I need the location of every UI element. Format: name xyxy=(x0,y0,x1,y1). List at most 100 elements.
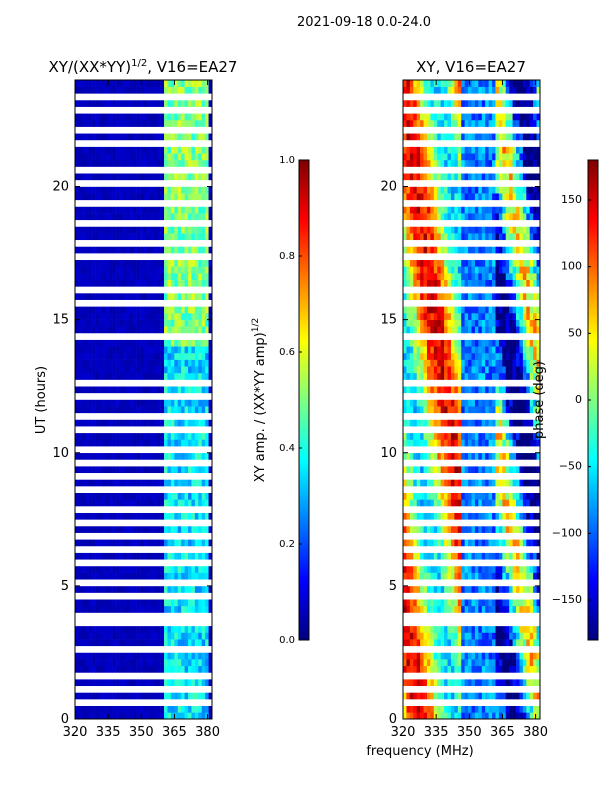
heatmap-cell xyxy=(536,699,541,706)
heatmap-cell xyxy=(75,426,79,434)
heatmap-cell xyxy=(505,605,510,613)
heatmap-cell xyxy=(191,166,196,174)
heatmap-cell xyxy=(116,119,120,127)
heatmap-cell xyxy=(85,419,89,427)
heatmap-cell xyxy=(505,639,510,647)
heatmap-cell xyxy=(208,459,213,467)
heatmap-cell xyxy=(136,406,141,414)
heatmap-cell xyxy=(75,572,79,580)
heatmap-cell xyxy=(536,619,541,627)
heatmap-cell xyxy=(505,572,510,580)
heatmap-cell xyxy=(502,585,507,593)
heatmap-cell xyxy=(88,512,93,520)
heatmap-cell xyxy=(153,492,158,500)
heatmap-cell xyxy=(105,619,110,627)
heatmap-cell xyxy=(85,499,89,507)
heatmap-cell xyxy=(92,406,96,414)
heatmap-cell xyxy=(81,293,86,300)
heatmap-cell xyxy=(208,506,213,513)
heatmap-cell xyxy=(112,193,117,201)
heatmap-cell xyxy=(92,266,96,274)
heatmap-cell xyxy=(208,366,213,374)
heatmap-cell xyxy=(150,173,155,181)
heatmap-cell xyxy=(105,599,110,607)
heatmap-cell xyxy=(522,579,527,587)
heatmap-cell xyxy=(153,459,158,467)
heatmap-cell xyxy=(85,592,89,600)
heatmap-cell xyxy=(471,605,476,613)
heatmap-cell xyxy=(81,499,86,507)
heatmap-cell xyxy=(109,659,113,667)
heatmap-cell xyxy=(119,99,124,107)
heatmap-cell xyxy=(157,652,161,660)
heatmap-cell xyxy=(174,479,179,487)
heatmap-cell xyxy=(150,233,155,241)
heatmap-cell xyxy=(522,545,527,553)
heatmap-cell xyxy=(181,426,185,434)
heatmap-cell xyxy=(188,619,192,627)
heatmap-cell xyxy=(129,193,134,201)
heatmap-cell xyxy=(205,206,209,214)
heatmap-cell xyxy=(122,539,127,547)
heatmap-cell xyxy=(153,665,158,673)
heatmap-cell xyxy=(150,419,155,427)
heatmap-cell xyxy=(478,579,483,587)
heatmap-cell xyxy=(78,592,83,600)
heatmap-cell xyxy=(136,352,141,360)
heatmap-cell xyxy=(116,379,120,387)
heatmap-cell xyxy=(471,619,476,627)
heatmap-cell xyxy=(208,525,213,533)
heatmap-cell xyxy=(478,645,483,653)
heatmap-cell xyxy=(88,166,93,174)
heatmap-cell xyxy=(126,99,131,107)
heatmap-cell xyxy=(492,592,496,600)
heatmap-cell xyxy=(164,592,168,600)
heatmap-cell xyxy=(75,193,79,201)
heatmap-cell xyxy=(153,153,158,161)
heatmap-cell xyxy=(129,652,134,660)
y-tick-label: 15 xyxy=(52,313,69,328)
heatmap-cell xyxy=(457,672,462,680)
heatmap-cell xyxy=(208,106,213,114)
heatmap-cell xyxy=(468,539,472,547)
heatmap-cell xyxy=(81,266,86,274)
heatmap-cell xyxy=(181,206,185,214)
heatmap-cell xyxy=(181,692,185,700)
heatmap-cell xyxy=(174,612,179,620)
heatmap-cell xyxy=(447,559,452,567)
heatmap-cell xyxy=(92,93,96,101)
heatmap-cell xyxy=(122,139,127,147)
heatmap-cell xyxy=(181,659,185,667)
heatmap-cell xyxy=(198,372,203,380)
heatmap-cell xyxy=(181,406,185,414)
heatmap-cell xyxy=(167,652,172,660)
heatmap-cell xyxy=(194,572,199,580)
heatmap-cell xyxy=(133,266,137,274)
heatmap-cell xyxy=(116,679,120,687)
heatmap-cell xyxy=(406,579,411,587)
heatmap-cell xyxy=(157,632,161,640)
heatmap-cell xyxy=(92,446,96,454)
heatmap-cell xyxy=(170,366,175,374)
heatmap-cell xyxy=(167,685,172,693)
heatmap-cell xyxy=(533,645,537,653)
heatmap-cell xyxy=(464,552,469,560)
heatmap-cell xyxy=(150,199,155,207)
heatmap-cell xyxy=(95,199,100,207)
heatmap-cell xyxy=(498,599,503,607)
heatmap-cell xyxy=(516,625,520,633)
heatmap-cell xyxy=(167,133,172,141)
heatmap-cell xyxy=(143,426,148,434)
heatmap-cell xyxy=(208,692,213,700)
heatmap-cell xyxy=(105,133,110,141)
heatmap-cell xyxy=(461,592,465,600)
heatmap-cell xyxy=(153,525,158,533)
heatmap-cell xyxy=(133,99,137,107)
heatmap-cell xyxy=(140,679,144,687)
heatmap-cell xyxy=(75,93,79,101)
heatmap-cell xyxy=(157,386,161,394)
heatmap-cell xyxy=(102,199,107,207)
heatmap-cell xyxy=(194,246,199,254)
heatmap-cell xyxy=(122,419,127,427)
heatmap-cell xyxy=(492,665,496,673)
